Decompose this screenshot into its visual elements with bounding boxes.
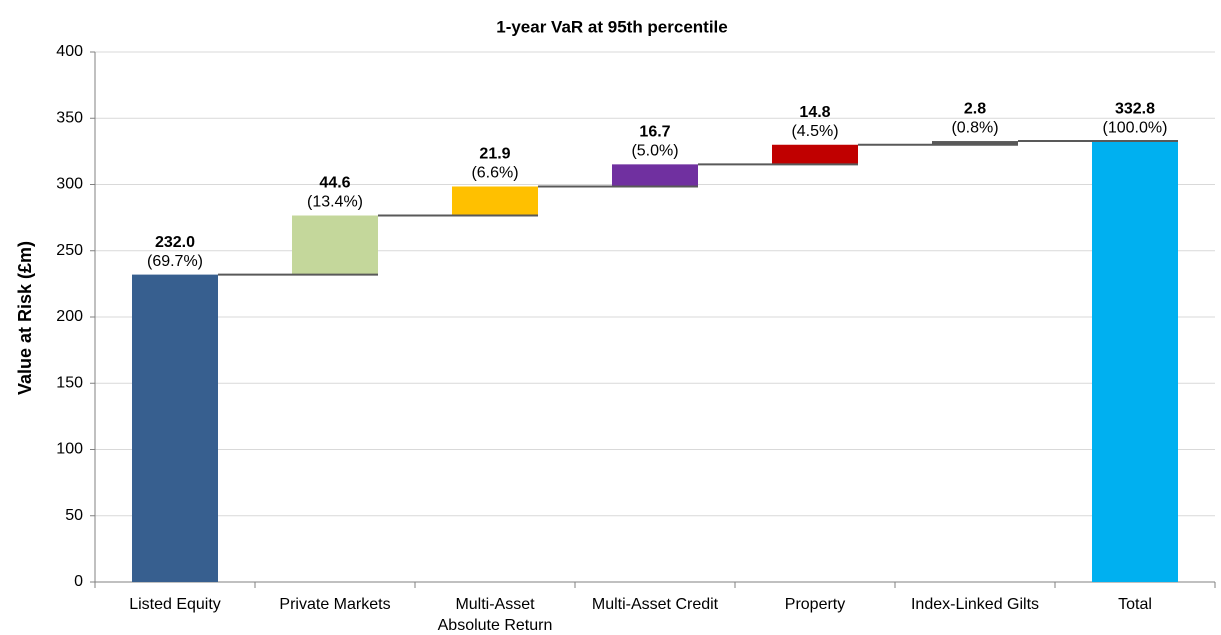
share-label: (4.5%)	[791, 123, 838, 140]
share-label: (100.0%)	[1103, 119, 1168, 136]
share-label: (6.6%)	[471, 165, 518, 182]
y-tick-label: 50	[65, 507, 83, 524]
bar	[612, 164, 698, 187]
y-tick-label: 400	[56, 43, 83, 60]
bar	[292, 215, 378, 275]
y-tick-label: 150	[56, 374, 83, 391]
y-tick-label: 0	[74, 573, 83, 590]
value-label: 232.0	[155, 234, 195, 251]
y-tick-label: 350	[56, 109, 83, 126]
value-label: 44.6	[319, 175, 350, 192]
y-tick-label: 100	[56, 441, 83, 458]
x-tick-label: Private Markets	[279, 596, 391, 613]
x-tick-label: Property	[784, 596, 846, 613]
bar	[1092, 141, 1178, 583]
chart-title: 1-year VaR at 95th percentile	[496, 17, 728, 36]
y-axis-label: Value at Risk (£m)	[15, 241, 35, 395]
value-label: 21.9	[479, 146, 510, 163]
x-tick-label: Listed Equity	[129, 596, 221, 613]
x-tick-label: Total	[1118, 596, 1152, 613]
y-tick-label: 200	[56, 308, 83, 325]
bar	[932, 141, 1018, 145]
share-label: (0.8%)	[951, 119, 998, 136]
x-tick-label: Multi-Asset Absolute Return	[437, 596, 553, 634]
value-label: 16.7	[639, 124, 670, 141]
bar	[452, 186, 538, 216]
bar	[132, 274, 218, 582]
y-tick-label: 250	[56, 242, 83, 259]
x-tick-label: Multi-Asset Credit	[591, 596, 719, 613]
value-label: 2.8	[964, 100, 986, 117]
share-label: (5.0%)	[631, 143, 678, 160]
value-label: 14.8	[799, 104, 830, 121]
y-tick-label: 300	[56, 176, 83, 193]
bar	[772, 144, 858, 165]
share-label: (13.4%)	[307, 194, 363, 211]
share-label: (69.7%)	[147, 253, 203, 270]
value-label: 332.8	[1115, 100, 1155, 117]
x-tick-label: Index-Linked Gilts	[910, 596, 1040, 613]
